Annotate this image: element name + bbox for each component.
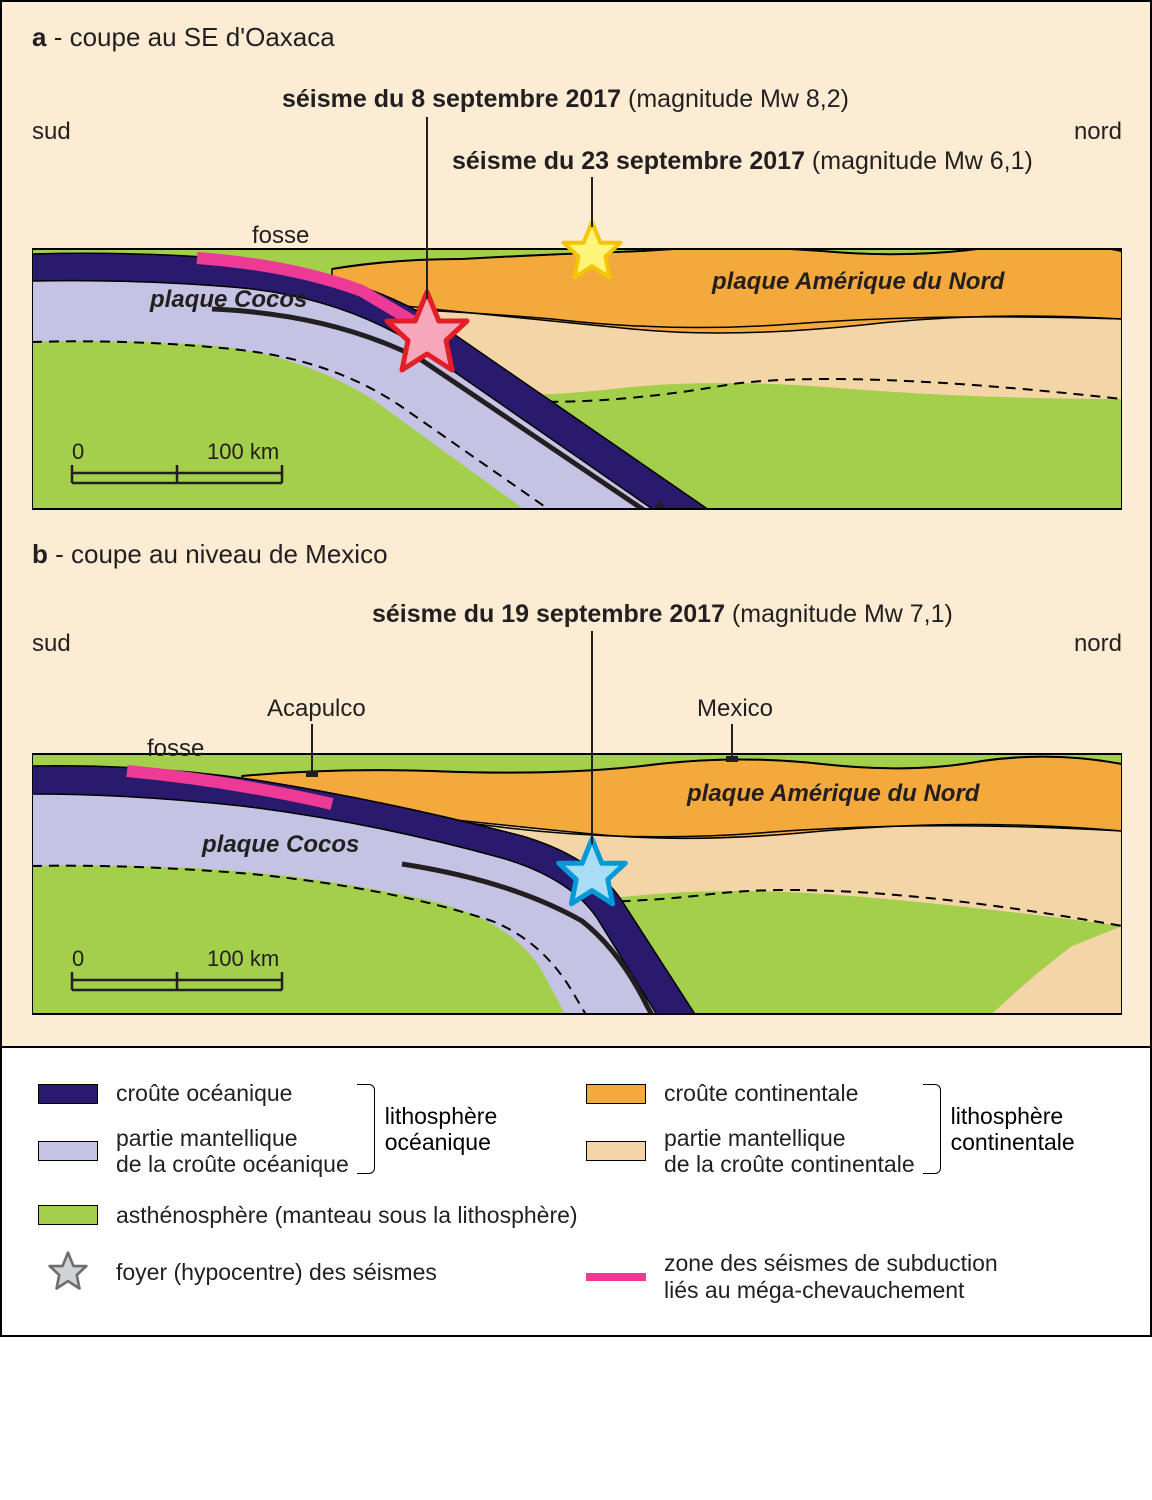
svg-text:Mexico: Mexico (697, 695, 773, 722)
panel-b-title: b - coupe au niveau de Mexico (32, 539, 1120, 570)
panel-a: a - coupe au SE d'Oaxaca (2, 2, 1150, 529)
dir-nord-b: nord (1074, 630, 1122, 657)
panel-a-svg-wrap: plaque Cocos plaque Amérique du Nord 0 1… (32, 59, 1120, 519)
dir-sud-a: sud (32, 118, 71, 145)
svg-text:Acapulco: Acapulco (267, 695, 366, 722)
legend-hypocenter-row: foyer (hypocentre) des séismes (38, 1250, 566, 1294)
panel-b-svg-wrap: plaque Cocos plaque Amérique du Nord 0 1… (32, 576, 1120, 1016)
legend-oceanic-crust: croûte océanique (116, 1080, 292, 1106)
legend-panel: croûte océanique partie mantellique de l… (2, 1046, 1150, 1335)
svg-text:0: 0 (72, 439, 84, 464)
legend-continental-group-label: lithosphère continentale (951, 1103, 1075, 1156)
city-mexico: Mexico (697, 695, 773, 762)
svg-text:0: 0 (72, 946, 84, 971)
legend-oceanic-group-label: lithosphère océanique (385, 1103, 498, 1156)
dir-nord-a: nord (1074, 118, 1122, 145)
legend-asthenosphere-row: asthénosphère (manteau sous la lithosphè… (38, 1202, 1114, 1228)
quake1-label-a: séisme du 8 septembre 2017 (magnitude Mw… (282, 85, 849, 113)
plate-cocos-label-a: plaque Cocos (149, 286, 307, 313)
swatch-trench-zone (586, 1273, 646, 1281)
swatch-star-icon (38, 1250, 98, 1294)
plate-na-label-a: plaque Amérique du Nord (711, 268, 1006, 295)
legend-oceanic-mantle: partie mantellique de la croûte océaniqu… (116, 1125, 349, 1178)
svg-text:100 km: 100 km (207, 946, 279, 971)
fosse-label-a: fosse (252, 222, 309, 249)
figure-container: a - coupe au SE d'Oaxaca (0, 0, 1152, 1337)
legend-trench-zone: zone des séismes de subduction liés au m… (664, 1250, 998, 1303)
legend-hypocenter: foyer (hypocentre) des séismes (116, 1259, 437, 1285)
quake1-label-b: séisme du 19 septembre 2017 (magnitude M… (372, 600, 953, 628)
panel-a-diagram: plaque Cocos plaque Amérique du Nord 0 1… (32, 59, 1122, 519)
swatch-oceanic-crust (38, 1084, 98, 1104)
panel-a-title: a - coupe au SE d'Oaxaca (32, 22, 1120, 53)
dir-sud-b: sud (32, 630, 71, 657)
legend-continental-crust: croûte continentale (664, 1080, 858, 1106)
svg-text:100 km: 100 km (207, 439, 279, 464)
swatch-continental-mantle (586, 1141, 646, 1161)
quake2-label-a: séisme du 23 septembre 2017 (magnitude M… (452, 147, 1033, 175)
swatch-asthenosphere (38, 1205, 98, 1225)
legend-asthenosphere: asthénosphère (manteau sous la lithosphè… (116, 1202, 578, 1228)
legend-continental-group: croûte continentale partie mantellique d… (586, 1076, 1114, 1182)
fosse-label-b: fosse (147, 735, 204, 762)
legend-continental-mantle: partie mantellique de la croûte continen… (664, 1125, 915, 1178)
swatch-oceanic-mantle (38, 1141, 98, 1161)
plate-na-label-b: plaque Amérique du Nord (686, 780, 981, 807)
legend-trench-row: zone des séismes de subduction liés au m… (586, 1250, 1114, 1303)
legend-oceanic-group: croûte océanique partie mantellique de l… (38, 1076, 566, 1182)
swatch-continental-crust (586, 1084, 646, 1104)
panel-b-diagram: plaque Cocos plaque Amérique du Nord 0 1… (32, 576, 1122, 1016)
plate-cocos-label-b: plaque Cocos (201, 831, 359, 858)
panel-b: b - coupe au niveau de Mexico (2, 529, 1150, 1046)
